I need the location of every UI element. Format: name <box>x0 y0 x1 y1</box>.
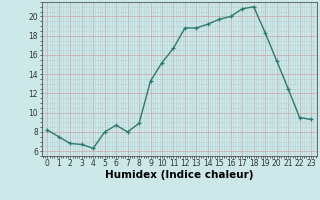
X-axis label: Humidex (Indice chaleur): Humidex (Indice chaleur) <box>105 170 253 180</box>
